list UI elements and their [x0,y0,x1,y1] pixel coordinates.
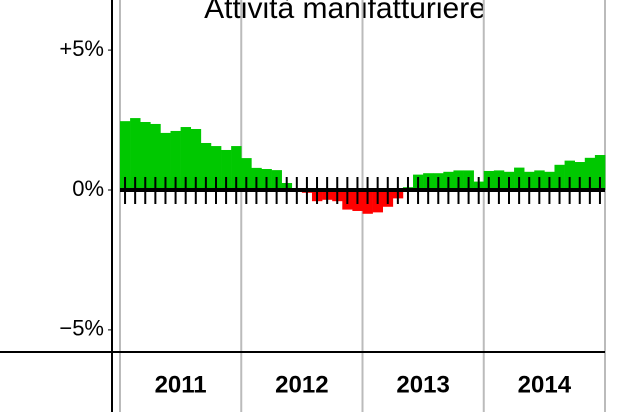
bar [574,162,586,190]
bar [594,155,606,190]
y-tick-label: −5% [59,316,104,341]
bar [584,157,596,190]
bar [210,146,222,190]
bar [120,121,131,190]
year-label: 2011 [155,371,207,398]
bar [150,123,161,190]
bar [200,142,212,190]
bar [170,130,181,190]
y-tick-label: 0% [72,176,104,201]
year-label: 2014 [518,371,572,398]
bar [241,158,252,190]
chart-title: Attività manifatturiere [204,0,486,25]
y-tick-label: +5% [59,36,104,61]
bar [190,128,202,190]
year-label: 2013 [396,371,449,398]
bar [221,149,232,190]
bar [180,127,192,190]
bar [130,118,141,190]
bar [140,121,151,190]
bar [231,146,242,190]
bar [564,160,575,190]
year-label: 2012 [275,371,328,398]
bar [160,132,171,190]
